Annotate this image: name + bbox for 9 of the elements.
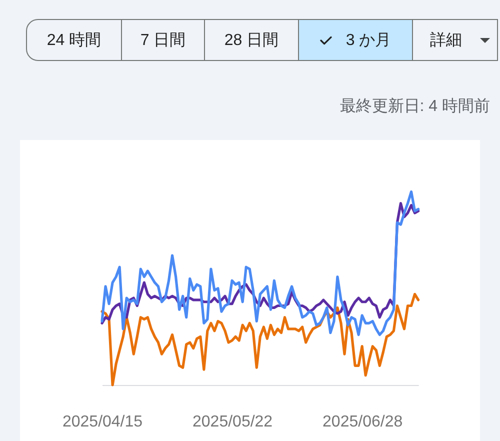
text: 24 時間 <box>46 30 102 50</box>
text: 詳細 <box>430 30 462 50</box>
x-tick-label: 2025/06/28 <box>322 414 403 430</box>
text: 28 日間 <box>224 30 279 50</box>
x-tick-label: 2025/04/15 <box>62 414 143 430</box>
chart-subtitle: 最終更新日: 4 時間前 <box>340 97 490 117</box>
text: 3 か月 <box>346 30 392 50</box>
text: 7 日間 <box>140 30 186 50</box>
x-tick-label: 2025/05/22 <box>192 414 273 430</box>
